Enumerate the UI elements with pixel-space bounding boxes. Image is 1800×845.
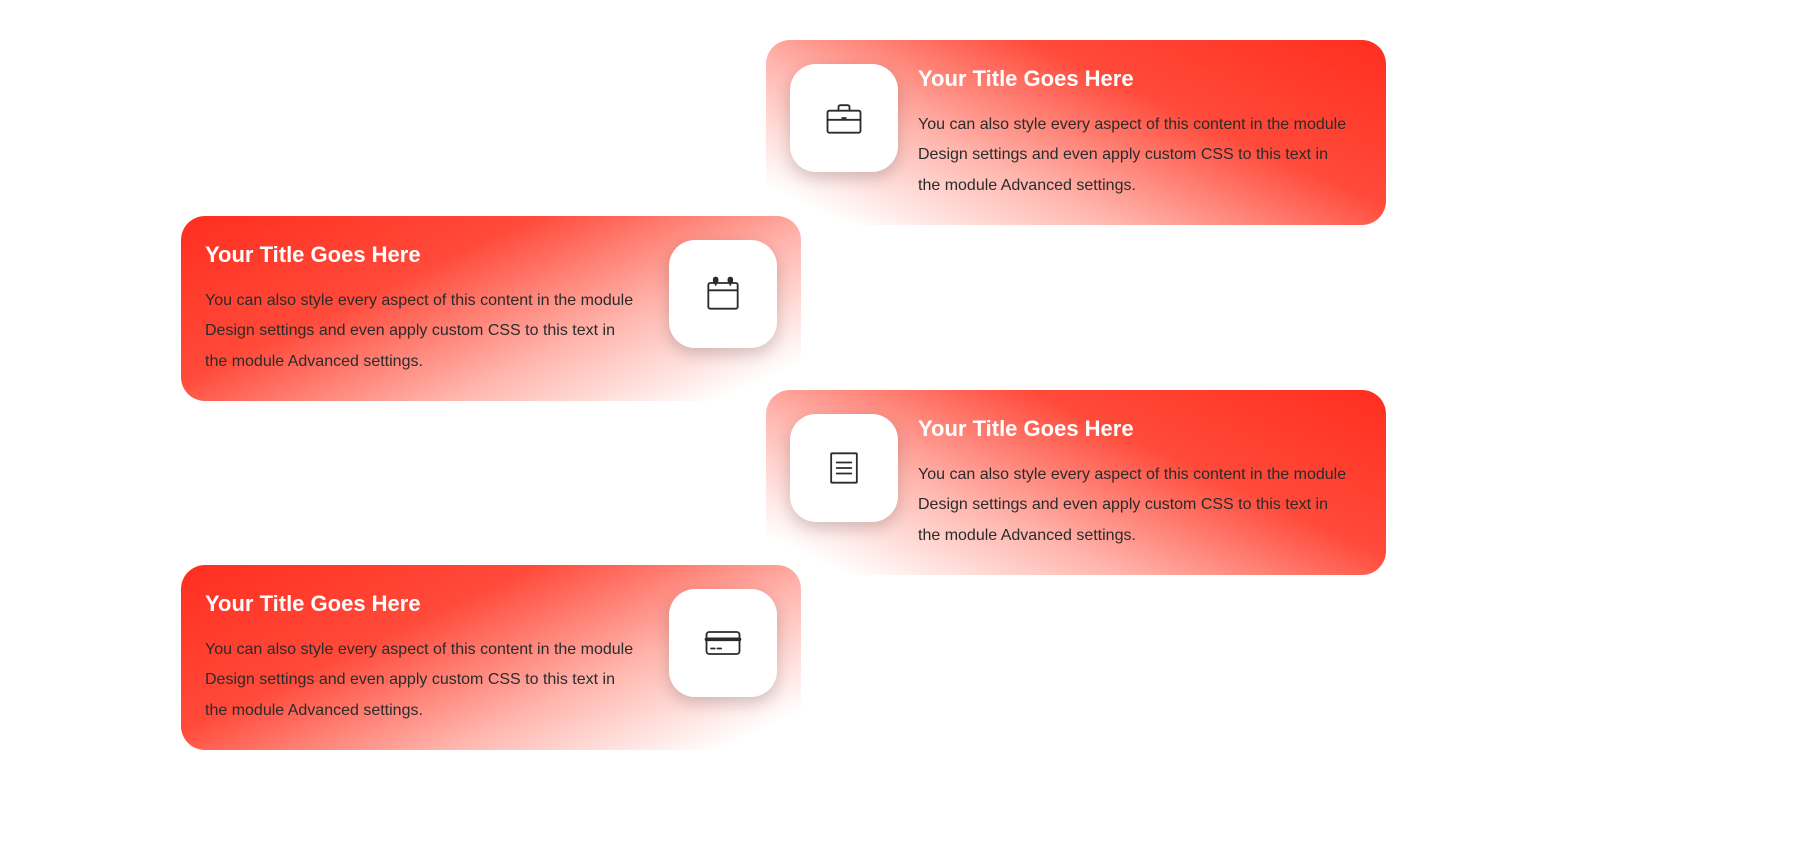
info-card: Your Title Goes Here You can also style … <box>181 565 801 750</box>
card-text: Your Title Goes Here You can also style … <box>918 414 1362 551</box>
info-card: Your Title Goes Here You can also style … <box>181 216 801 401</box>
icon-tile <box>669 589 777 697</box>
card-title: Your Title Goes Here <box>205 591 649 617</box>
credit-card-icon <box>701 621 745 665</box>
briefcase-icon <box>822 96 866 140</box>
card-title: Your Title Goes Here <box>918 416 1362 442</box>
card-title: Your Title Goes Here <box>205 242 649 268</box>
card-text: Your Title Goes Here You can also style … <box>205 240 649 377</box>
card-desc: You can also style every aspect of this … <box>205 286 635 377</box>
card-text: Your Title Goes Here You can also style … <box>205 589 649 726</box>
icon-tile <box>790 414 898 522</box>
card-desc: You can also style every aspect of this … <box>205 635 635 726</box>
info-card: Your Title Goes Here You can also style … <box>766 390 1386 575</box>
calendar-icon <box>701 272 745 316</box>
card-desc: You can also style every aspect of this … <box>918 110 1348 201</box>
icon-tile <box>790 64 898 172</box>
document-icon <box>822 446 866 490</box>
card-title: Your Title Goes Here <box>918 66 1362 92</box>
card-text: Your Title Goes Here You can also style … <box>918 64 1362 201</box>
card-desc: You can also style every aspect of this … <box>918 460 1348 551</box>
icon-tile <box>669 240 777 348</box>
info-card: Your Title Goes Here You can also style … <box>766 40 1386 225</box>
